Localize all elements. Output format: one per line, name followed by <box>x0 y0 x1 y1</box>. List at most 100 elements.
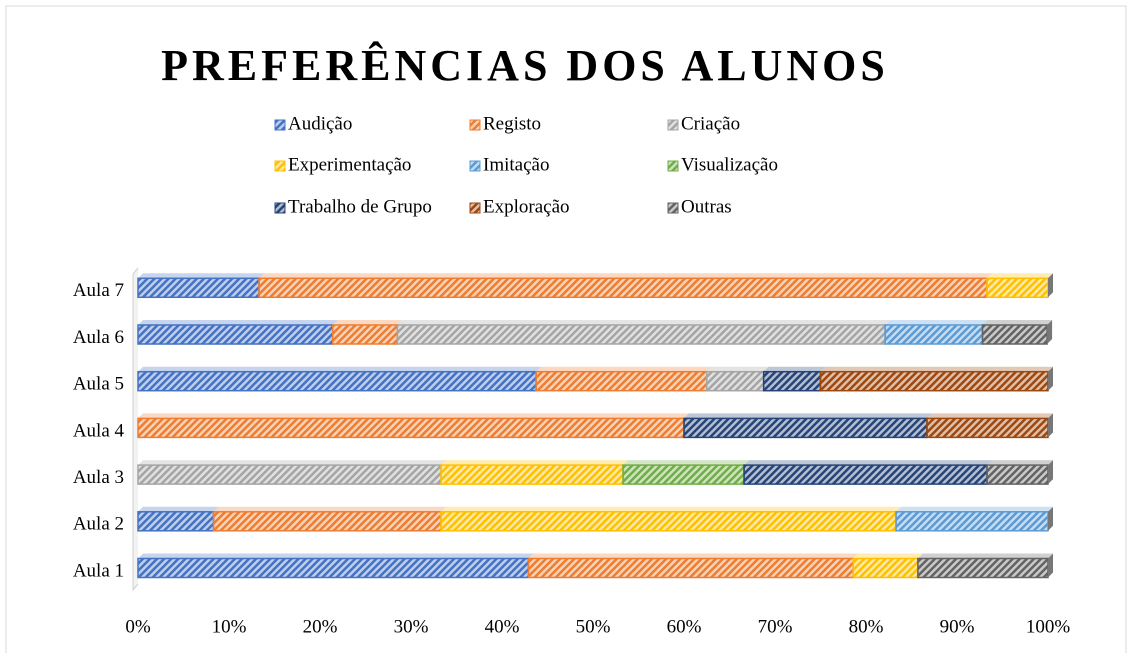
bar-segment <box>331 324 399 345</box>
y-tick-label: Aula 6 <box>73 327 124 348</box>
bar-segment <box>535 370 708 392</box>
bar-segment <box>137 557 530 579</box>
bar-segment <box>981 324 1048 345</box>
chart-title: PREFERÊNCIAS DOS ALUNOS <box>161 41 889 90</box>
bar-segment-top <box>853 553 923 559</box>
bar-segment <box>683 417 928 439</box>
bar-segment-top <box>536 366 712 372</box>
bar-segment <box>137 464 442 485</box>
bar-segment <box>527 557 855 579</box>
bar-segment <box>137 511 215 532</box>
bar-segment-top <box>896 506 1053 512</box>
bar-segment <box>762 370 822 392</box>
y-tick-label: Aula 1 <box>73 560 124 581</box>
bar-segment <box>258 277 988 299</box>
bar-segment <box>137 417 685 439</box>
bar-segment-top <box>987 273 1053 279</box>
bar-end <box>1047 320 1053 344</box>
x-tick-label: 80% <box>849 616 884 637</box>
x-tick-label: 10% <box>212 616 247 637</box>
axis-wall <box>132 267 139 592</box>
x-tick-label: 0% <box>125 616 151 637</box>
bar-segment-top <box>744 460 993 466</box>
bar-segment-top <box>820 366 1053 372</box>
bar-segment <box>706 370 765 392</box>
bar-segment <box>440 464 624 485</box>
bar-segment-top <box>982 320 1053 325</box>
bar-segment <box>895 511 1049 532</box>
y-tick-label: Aula 7 <box>73 280 124 301</box>
x-tick-label: 100% <box>1026 616 1071 637</box>
bar-segment-top <box>138 366 542 372</box>
bar-segment-top <box>528 553 859 559</box>
y-tick-label: Aula 5 <box>73 374 124 395</box>
bar-segment <box>440 511 897 532</box>
bar-segment <box>986 464 1049 485</box>
bar-segment-top <box>138 506 219 512</box>
bar-segment <box>743 464 988 485</box>
bar-segment <box>137 277 260 299</box>
bar-segment-top <box>926 413 1053 419</box>
bar-segment <box>917 557 1049 579</box>
bar-segment-top <box>397 320 891 325</box>
bar-segment <box>819 370 1049 392</box>
bar-end <box>1048 366 1053 391</box>
bar-segment-top <box>917 553 1053 559</box>
legend-swatch <box>274 119 286 131</box>
legend-swatch <box>667 119 679 131</box>
bar-segment-top <box>987 460 1053 466</box>
bar-segment-top <box>138 320 338 325</box>
chart-border <box>5 5 1127 658</box>
x-tick-label: 70% <box>758 616 793 637</box>
bar-segment-top <box>623 460 750 466</box>
bar-segment <box>137 370 537 392</box>
bar-segment-top <box>138 413 689 419</box>
legend-swatch <box>667 160 679 172</box>
legend-label: Audição <box>288 113 352 134</box>
x-tick-label: 60% <box>667 616 702 637</box>
legend-label: Imitação <box>483 154 549 175</box>
bar-segment-top <box>763 366 826 372</box>
legend-swatch <box>274 160 286 172</box>
legend-swatch <box>274 202 286 214</box>
bar-segment <box>622 464 745 485</box>
legend-label: Exploração <box>483 196 570 217</box>
y-tick-label: Aula 3 <box>73 467 124 488</box>
bar-segment-top <box>138 460 447 466</box>
bar-segment-top <box>138 553 534 559</box>
bar-segment-top <box>441 506 902 512</box>
legend-label: Registo <box>483 113 541 134</box>
legend-label: Visualização <box>681 154 778 175</box>
bar-segment <box>926 417 1049 439</box>
x-tick-label: 90% <box>940 616 975 637</box>
legend-label: Experimentação <box>288 154 411 175</box>
bar-segment <box>137 324 334 345</box>
bar-segment-top <box>684 413 932 419</box>
bar-segment <box>212 511 442 532</box>
bar-segment-top <box>332 320 403 325</box>
bar-segment-top <box>213 506 447 512</box>
legend-swatch <box>469 119 481 131</box>
y-tick-label: Aula 2 <box>73 514 124 535</box>
x-tick-label: 50% <box>576 616 611 637</box>
bar-segment-top <box>441 460 629 466</box>
bar-segment <box>396 324 886 345</box>
bar-end <box>1048 273 1053 298</box>
x-tick-label: 20% <box>303 616 338 637</box>
bar-segment <box>986 277 1049 299</box>
legend-label: Trabalho de Grupo <box>288 196 432 217</box>
x-tick-label: 40% <box>485 616 520 637</box>
bar-segment <box>852 557 919 579</box>
legend-swatch <box>469 202 481 214</box>
legend-label: Outras <box>681 196 732 217</box>
bar-end <box>1048 553 1053 578</box>
bar-segment-top <box>885 320 988 325</box>
legend-swatch <box>469 160 481 172</box>
bar-segment-top <box>259 273 993 279</box>
bar-end <box>1048 506 1053 531</box>
bar-end <box>1048 413 1053 438</box>
legend-swatch <box>667 202 679 214</box>
bar-segment <box>884 324 984 345</box>
y-tick-label: Aula 4 <box>73 420 125 441</box>
